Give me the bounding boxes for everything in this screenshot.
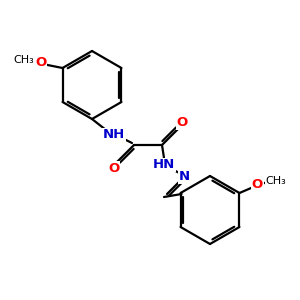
- Text: N: N: [178, 170, 190, 184]
- Text: NH: NH: [103, 128, 125, 142]
- Text: O: O: [35, 56, 46, 70]
- Text: CH₃: CH₃: [13, 55, 34, 65]
- Text: O: O: [252, 178, 263, 191]
- Text: CH₃: CH₃: [265, 176, 286, 186]
- Text: O: O: [108, 161, 120, 175]
- Text: HN: HN: [153, 158, 175, 172]
- Text: O: O: [176, 116, 188, 130]
